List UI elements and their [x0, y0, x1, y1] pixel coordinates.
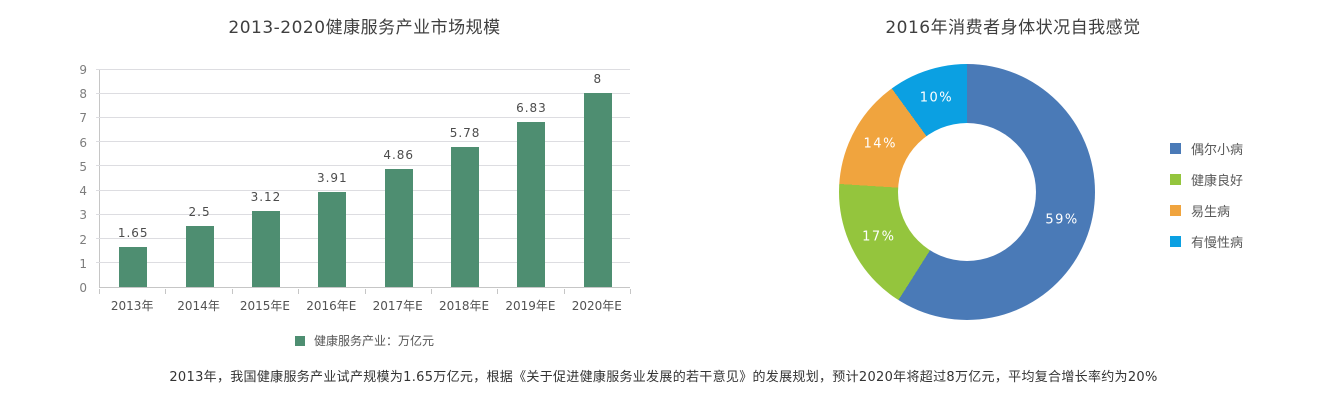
- x-tick-label: 2019年E: [505, 299, 556, 313]
- donut-slice-label: 59%: [1045, 212, 1079, 228]
- donut-legend-swatch-icon: [1170, 143, 1181, 154]
- y-tick-label: 6: [79, 135, 87, 150]
- gridline: [96, 69, 630, 70]
- y-tick-label: 1: [79, 256, 87, 271]
- donut-slice-label: 17%: [862, 229, 896, 245]
- bar-chart-legend: 健康服务产业：万亿元: [99, 332, 630, 349]
- donut-legend-swatch-icon: [1170, 236, 1181, 247]
- bar-chart-plot-area: 1.65 2.5 3.12 3.91 4.86 5.78 6.83 8: [96, 69, 630, 288]
- bar-value-label: 4.86: [383, 148, 415, 163]
- donut-slice-label: 10%: [919, 90, 954, 106]
- gridline: [96, 237, 630, 239]
- y-tick-label: 5: [79, 159, 87, 174]
- y-tick-label: 4: [79, 184, 87, 199]
- donut-slice-label: 14%: [863, 136, 897, 152]
- x-axis-tick: [364, 289, 366, 294]
- donut-legend-item: 健康良好: [1170, 164, 1243, 195]
- y-tick-label: 3: [79, 208, 87, 223]
- y-tick-label: 2: [79, 232, 87, 247]
- x-axis-tick: [563, 289, 565, 294]
- bar-value-label: 3.91: [316, 171, 348, 186]
- bar-value-label: 8: [593, 72, 603, 87]
- donut-hole: [898, 123, 1036, 261]
- x-axis-tick: [497, 289, 499, 294]
- gridline: [96, 213, 630, 215]
- gridline: [96, 117, 630, 119]
- x-axis-tick: [430, 289, 432, 294]
- gridline: [96, 165, 630, 167]
- donut-legend-item: 偶尔小病: [1170, 133, 1243, 164]
- y-tick-label: 8: [79, 87, 87, 102]
- bar: [384, 169, 413, 287]
- bar-value-label: 5.78: [449, 126, 481, 140]
- x-tick-label: 2020年E: [571, 299, 622, 313]
- donut-chart-legend: 偶尔小病健康良好易生病有慢性病: [1170, 133, 1243, 257]
- bar: [451, 147, 480, 287]
- bar-value-label: 6.83: [516, 100, 547, 115]
- donut-chart: 59% 17% 14% 10%: [839, 64, 1095, 320]
- bar-value-label: 1.65: [117, 226, 149, 241]
- bar: [318, 192, 347, 287]
- x-tick-label: 2015年E: [239, 299, 290, 313]
- y-tick-label: 9: [79, 63, 87, 77]
- donut-legend-item: 易生病: [1170, 195, 1243, 226]
- bar: [185, 226, 214, 287]
- x-axis-tick: [165, 289, 167, 294]
- donut-legend-label: 偶尔小病: [1191, 143, 1244, 158]
- donut-legend-item: 有慢性病: [1170, 226, 1243, 257]
- caption-text: 2013年，我国健康服务产业试产规模为1.65万亿元，根据《关于促进健康服务业发…: [169, 370, 1158, 385]
- y-tick-label: 0: [79, 281, 87, 295]
- x-tick-label: 2018年E: [439, 299, 490, 313]
- bar: [517, 121, 546, 287]
- gridline: [96, 141, 630, 143]
- bar-value-label: 2.5: [188, 205, 211, 220]
- bar: [583, 93, 612, 287]
- x-tick-label: 2017年E: [372, 299, 423, 313]
- donut-legend-label: 易生病: [1191, 205, 1231, 220]
- bar: [119, 247, 148, 287]
- bar-legend-swatch-icon: [294, 335, 305, 346]
- bar-chart-x-axis-labels: 2013年 2014年 2015年E 2016年E 2017年E 2018年E 2019年E…: [99, 297, 630, 314]
- gridline: [96, 189, 630, 191]
- bar-chart-title: 2013-2020健康服务产业市场规模: [228, 18, 501, 38]
- x-axis-tick: [99, 289, 100, 294]
- x-tick-label: 2014年: [177, 299, 220, 313]
- x-tick-label: 2013年: [110, 299, 154, 313]
- bar-value-label: 3.12: [250, 190, 282, 205]
- x-axis-tick: [630, 289, 631, 294]
- donut-legend-swatch-icon: [1170, 174, 1181, 185]
- y-tick-label: 7: [79, 111, 87, 126]
- donut-legend-label: 有慢性病: [1191, 236, 1244, 251]
- x-axis-tick: [298, 289, 300, 294]
- donut-legend-swatch-icon: [1170, 205, 1181, 216]
- gridline: [96, 261, 630, 263]
- donut-chart-title: 2016年消费者身体状况自我感觉: [885, 18, 1141, 38]
- bar: [251, 211, 280, 287]
- x-axis-tick: [231, 289, 233, 294]
- bar-chart-y-axis-labels: 0 1 2 3 4 5 6 7 8 9: [55, 64, 87, 294]
- x-tick-label: 2016年E: [306, 299, 357, 313]
- donut-legend-label: 健康良好: [1191, 174, 1244, 189]
- gridline: [96, 93, 630, 95]
- bar-legend-label: 健康服务产业：万亿元: [313, 334, 434, 348]
